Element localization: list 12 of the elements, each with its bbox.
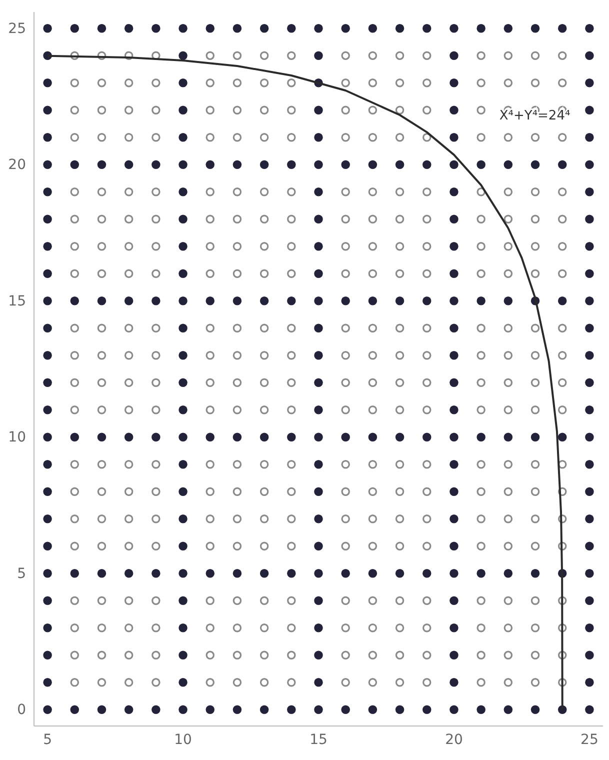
x-tick-label: 10 [174, 732, 192, 748]
y-tick-label: 25 [8, 20, 26, 37]
y-tick-label: 10 [8, 430, 26, 446]
x-tick-label: 20 [445, 732, 463, 748]
x-tick-label: 15 [310, 732, 328, 748]
annotation: X⁴+Y⁴=24⁴ [499, 108, 570, 124]
y-tick-label: 0 [17, 702, 26, 718]
x-tick-label: 25 [580, 732, 598, 748]
x-tick-label: 5 [43, 732, 52, 748]
y-tick-label: 5 [17, 566, 26, 582]
y-tick-label: 20 [8, 157, 26, 174]
y-tick-label: 15 [8, 293, 26, 310]
